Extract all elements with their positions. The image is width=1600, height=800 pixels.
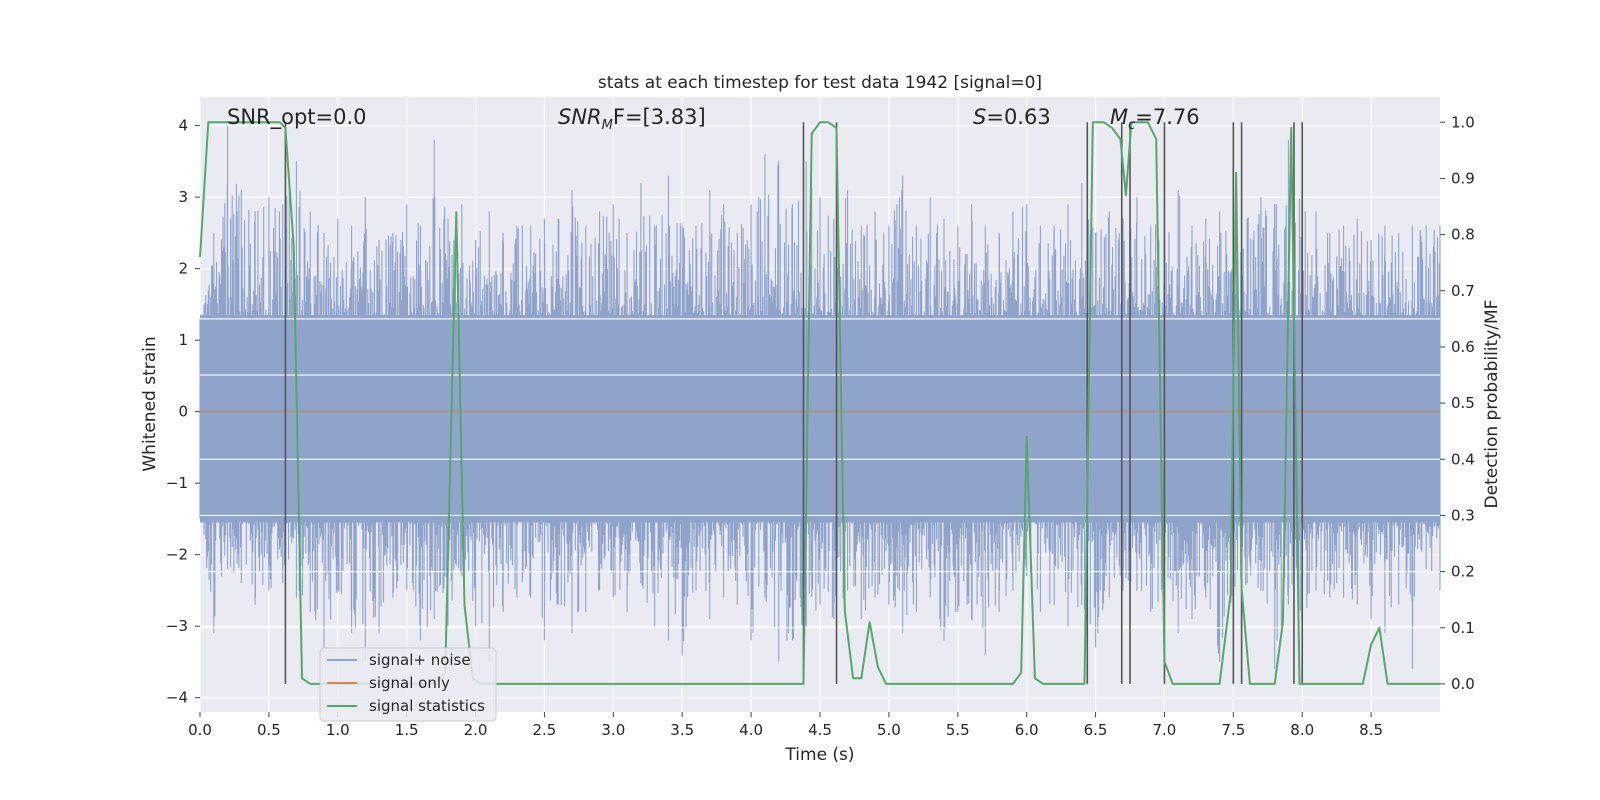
annotation-snr-opt: SNR_opt=0.0 (227, 105, 367, 130)
axis-ticks: 0.0 0.5 1.0 1.5 2.0 2.5 3.0 3.5 4.0 4.5 5.0 5.5 6.0 6… (166, 113, 1475, 739)
x-tick-label: 6.5 (1084, 721, 1108, 739)
y-right-tick-label: 0.8 (1451, 226, 1475, 244)
x-tick-label: 2.5 (533, 721, 557, 739)
y-tick-label: 2 (178, 260, 188, 278)
annotation-mc-main: M (1110, 105, 1128, 129)
legend: signal+ noise signal only signal statist… (319, 647, 497, 722)
legend-label-statistics: signal statistics (369, 697, 485, 715)
y-right-tick-label: 0.0 (1451, 675, 1475, 693)
y-tick-label: −4 (166, 689, 188, 707)
annotation-snr-mf-sub: M (602, 118, 613, 133)
annotation-s-rest: =0.63 (986, 105, 1050, 129)
y-right-tick-label: 0.6 (1451, 338, 1475, 356)
legend-box (319, 647, 497, 722)
y-tick-label: −2 (166, 546, 188, 564)
x-tick-label: 0.0 (188, 721, 212, 739)
annotation-mc: Mc=7.76 (1110, 105, 1200, 133)
annotation-s-main: S (973, 105, 986, 129)
y-right-tick-label: 0.7 (1451, 282, 1475, 300)
x-tick-label: 8.0 (1290, 721, 1314, 739)
chart-title: stats at each timestep for test data 194… (598, 73, 1042, 93)
annotation-mc-sub: c (1128, 118, 1135, 133)
y-tick-label: 4 (178, 117, 188, 135)
x-axis-label: Time (s) (784, 745, 854, 765)
annotation-snr-mf-main: SNR (558, 105, 602, 129)
y-tick-label: −1 (166, 474, 188, 492)
y-axis-right-label: Detection probability/MF (1482, 300, 1502, 509)
x-tick-label: 5.0 (877, 721, 901, 739)
y-tick-label: 0 (178, 403, 188, 421)
y-tick-label: 1 (178, 331, 188, 349)
y-right-tick-label: 0.9 (1451, 169, 1475, 187)
x-tick-label: 4.5 (808, 721, 832, 739)
y-right-tick-label: 0.5 (1451, 394, 1475, 412)
x-tick-label: 7.0 (1153, 721, 1177, 739)
y-right-tick-label: 0.1 (1451, 619, 1475, 637)
annotation-s: S=0.63 (973, 105, 1051, 129)
x-tick-label: 5.5 (946, 721, 970, 739)
legend-label-signal-only: signal only (369, 674, 450, 692)
x-tick-label: 0.5 (257, 721, 281, 739)
x-tick-label: 6.0 (1015, 721, 1039, 739)
x-tick-label: 8.5 (1359, 721, 1383, 739)
x-tick-label: 7.5 (1221, 721, 1245, 739)
y-right-tick-label: 0.2 (1451, 563, 1475, 581)
x-tick-label: 3.5 (670, 721, 694, 739)
x-tick-label: 4.0 (739, 721, 763, 739)
noise-trace (199, 125, 1441, 670)
legend-label-noise: signal+ noise (369, 651, 471, 669)
x-tick-label: 1.5 (395, 721, 419, 739)
x-tick-label: 3.0 (601, 721, 625, 739)
x-tick-label: 1.0 (326, 721, 350, 739)
y-tick-label: −3 (166, 617, 188, 635)
y-tick-label: 3 (178, 188, 188, 206)
y-axis-label: Whitened strain (140, 336, 160, 471)
y-right-tick-label: 1.0 (1451, 113, 1475, 131)
y-right-tick-label: 0.3 (1451, 506, 1475, 524)
annotation-mc-rest: =7.76 (1135, 105, 1199, 129)
y-right-tick-label: 0.4 (1451, 450, 1475, 468)
annotation-snr-mf-rest: F=[3.83] (613, 105, 706, 129)
x-tick-label: 2.0 (464, 721, 488, 739)
annotation-snr-mf: SNRMF=[3.83] (558, 105, 706, 133)
